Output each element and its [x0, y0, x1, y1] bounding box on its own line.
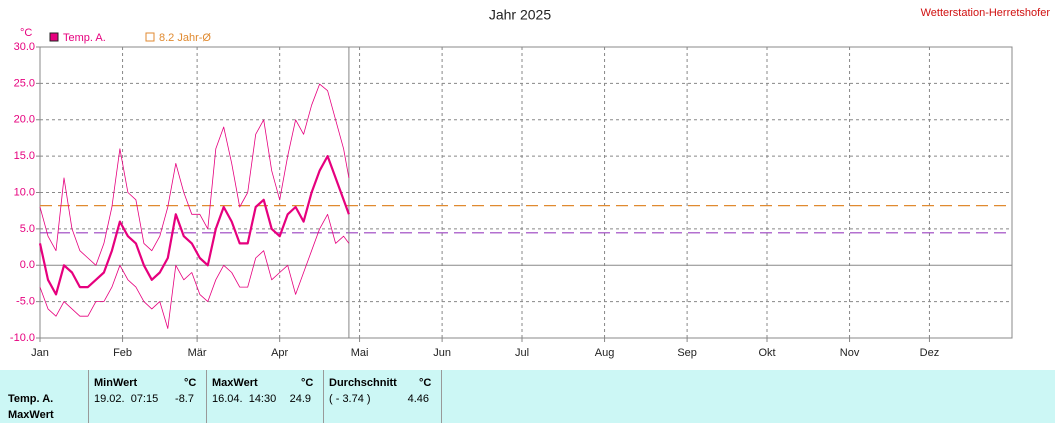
y-tick-label: 10.0: [14, 186, 35, 198]
y-tick-label: -10.0: [10, 332, 35, 344]
x-tick-label: Dez: [920, 347, 940, 359]
column-title: MaxWert: [212, 377, 258, 389]
y-tick-label: 25.0: [14, 77, 35, 89]
x-tick-label: Okt: [758, 347, 775, 359]
cell-value: -8.7: [175, 393, 194, 405]
cell-when: ( - 3.74 ): [329, 393, 371, 405]
x-tick-label: Mär: [188, 347, 207, 359]
column-unit: °C: [301, 377, 314, 389]
legend-label: 8.2 Jahr-Ø: [159, 32, 211, 44]
legend-label: Temp. A.: [63, 32, 106, 44]
column-unit: °C: [184, 377, 197, 389]
row-label: MaxWert: [8, 409, 54, 421]
chart: Jahr 2025 Wetterstation-Herretshofer °C …: [10, 7, 1051, 359]
temperature-line: [38, 155, 350, 296]
x-tick-label: Jan: [31, 347, 49, 359]
x-tick-label: Apr: [271, 347, 288, 359]
y-tick-label: 30.0: [14, 41, 35, 53]
temperature-line: [39, 83, 350, 266]
column-separator: [323, 370, 324, 423]
x-tick-label: Sep: [677, 347, 697, 359]
x-tick-label: Jun: [433, 347, 451, 359]
x-tick-label: Feb: [113, 347, 132, 359]
legend-swatch: [145, 32, 155, 42]
y-tick-label: 5.0: [20, 223, 35, 235]
column-separator: [88, 370, 89, 423]
stats-table: Temp. A. MaxWert MinWert °C 19.02. 07:15 -8.7…: [0, 370, 1055, 423]
temperature-line: [39, 213, 350, 329]
y-tick-label: 0.0: [20, 259, 35, 271]
cell-when: 16.04. 14:30: [212, 393, 277, 405]
x-tick-label: Jul: [515, 347, 529, 359]
column-unit: °C: [419, 377, 432, 389]
cell-when: 19.02. 07:15: [94, 393, 159, 405]
x-tick-label: Nov: [840, 347, 860, 359]
column-separator: [441, 370, 442, 423]
column-title: Durchschnitt: [329, 377, 397, 389]
cell-value: 24.9: [289, 393, 311, 405]
y-tick-label: 15.0: [14, 150, 35, 162]
y-tick-label: 20.0: [14, 114, 35, 126]
row-label: Temp. A.: [8, 393, 54, 405]
x-tick-label: Aug: [595, 347, 615, 359]
x-tick-label: Mai: [351, 347, 369, 359]
chart-title: Jahr 2025: [489, 7, 551, 23]
legend-swatch: [49, 32, 59, 42]
y-unit: °C: [20, 27, 32, 39]
column-title: MinWert: [94, 377, 138, 389]
column-separator: [206, 370, 207, 423]
cell-value: 4.46: [407, 393, 429, 405]
y-tick-label: -5.0: [16, 296, 35, 308]
station-name: Wetterstation-Herretshofer: [921, 7, 1051, 19]
